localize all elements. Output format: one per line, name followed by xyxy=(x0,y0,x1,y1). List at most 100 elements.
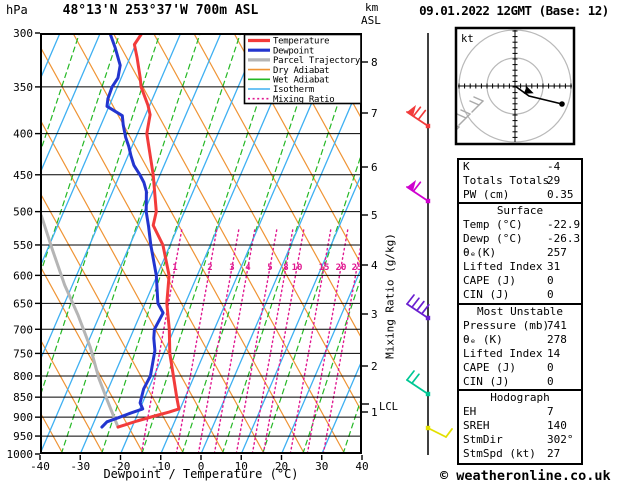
stat-row: PW (cm) 0.35 xyxy=(459,188,581,202)
svg-text:-10: -10 xyxy=(151,460,171,473)
svg-text:2: 2 xyxy=(371,360,378,373)
svg-text:1000: 1000 xyxy=(7,448,34,461)
svg-text:20: 20 xyxy=(275,460,288,473)
stat-row: Lifted Index 14 xyxy=(459,347,581,361)
hodograph-trace xyxy=(514,85,563,105)
svg-text:10: 10 xyxy=(235,460,248,473)
svg-text:600: 600 xyxy=(13,269,33,282)
section-header: Surface xyxy=(496,204,544,217)
footer-credit: © weatheronline.co.uk xyxy=(440,468,611,484)
svg-text:-40: -40 xyxy=(30,460,50,473)
gray-wind-barb-icon xyxy=(456,109,471,126)
stat-label: EH xyxy=(463,405,477,418)
svg-text:900: 900 xyxy=(13,411,33,424)
svg-text:2: 2 xyxy=(207,263,212,273)
hodograph-section: Hodograph EH 7 SREH 140 StmDir 302° StmSpd (kt)… xyxy=(459,389,581,463)
svg-text:800: 800 xyxy=(13,370,33,383)
stat-value: -26.3 xyxy=(547,232,581,245)
stat-value: -22.9 xyxy=(547,218,581,231)
stat-row: CAPE (J) 0 xyxy=(459,274,581,288)
stat-row: Lifted Index 31 xyxy=(459,260,581,274)
stat-label: CAPE (J) xyxy=(463,274,516,287)
pressure-axis: 300 350 400 450 500 550 600 650 700 750 800 850 900 9… xyxy=(7,27,40,461)
x-axis-title: Dewpoint / Temperature (°C) xyxy=(103,467,299,481)
temperature-curve xyxy=(116,33,181,429)
stat-value: 0 xyxy=(547,375,554,388)
svg-text:8: 8 xyxy=(283,263,288,273)
svg-text:0: 0 xyxy=(198,460,205,473)
svg-text:5: 5 xyxy=(267,263,272,273)
legend-label: Isotherm xyxy=(273,85,314,95)
indices-section: K -4 Totals Totals 29 PW (cm) 0.35 xyxy=(459,160,581,202)
stat-row: Dewp (°C) -26.3 xyxy=(459,232,581,246)
stat-row: EH 7 xyxy=(459,405,581,419)
svg-text:6: 6 xyxy=(371,161,378,174)
stat-value: 7 xyxy=(547,405,554,418)
svg-text:7: 7 xyxy=(371,107,378,120)
stat-row: θₑ (K) 278 xyxy=(459,333,581,347)
stat-label: Temp (°C) xyxy=(463,218,523,231)
stat-label: CAPE (J) xyxy=(463,361,516,374)
stat-value: 14 xyxy=(547,347,561,360)
mixing-ratio-labels: 1 2 3 4 5 8 10 15 20 25 xyxy=(172,263,362,273)
parcel-trajectory-curve xyxy=(40,214,120,429)
stats-panel: K -4 Totals Totals 29 PW (cm) 0.35 Surface Tem… xyxy=(457,158,583,465)
svg-text:10: 10 xyxy=(292,263,303,273)
stat-label: Lifted Index xyxy=(463,260,543,273)
datetime-title: 09.01.2022 12GMT (Base: 12) xyxy=(419,3,609,18)
mixing-ratio-axis-label: Mixing Ratio (g/kg) xyxy=(383,233,397,359)
hodograph-border xyxy=(454,26,576,146)
stat-label: SREH xyxy=(463,419,490,432)
stat-label: Lifted Index xyxy=(463,347,543,360)
stat-value: -4 xyxy=(547,160,561,173)
stat-label: K xyxy=(463,160,470,173)
stat-label: Pressure (mb) xyxy=(463,319,550,332)
stat-row: Totals Totals 29 xyxy=(459,174,581,188)
svg-text:500: 500 xyxy=(13,206,33,219)
hodograph-unit-label: kt xyxy=(461,33,474,45)
stat-label: StmDir xyxy=(463,433,503,446)
stat-value: 302° xyxy=(547,433,574,446)
pressure-gridlines xyxy=(40,86,362,437)
surface-section: Surface Temp (°C) -22.9 Dewp (°C) -26.3 θₑ(K)… xyxy=(459,202,581,303)
pressure-unit-label: hPa xyxy=(6,3,28,17)
svg-text:550: 550 xyxy=(13,239,33,252)
most-unstable-section: Most Unstable Pressure (mb) 741 θₑ (K) 278 Li… xyxy=(459,303,581,389)
station-title: 48°13'N 253°37'W 700m ASL xyxy=(62,3,259,18)
stat-row: CIN (J) 0 xyxy=(459,375,581,389)
sounding-curves xyxy=(40,33,181,429)
stat-label: PW (cm) xyxy=(463,188,510,201)
wind-barb-icon xyxy=(406,370,431,397)
svg-text:-30: -30 xyxy=(70,460,90,473)
stat-row: Temp (°C) -22.9 xyxy=(459,218,581,232)
stat-value: 0.35 xyxy=(547,188,574,201)
stat-label: CIN (J) xyxy=(463,375,510,388)
stat-row: θₑ(K) 257 xyxy=(459,246,581,260)
stat-label: θₑ (K) xyxy=(463,333,503,346)
svg-text:700: 700 xyxy=(13,323,33,336)
stat-value: 140 xyxy=(547,419,567,432)
svg-text:25: 25 xyxy=(352,263,363,273)
svg-text:3: 3 xyxy=(229,263,234,273)
svg-text:850: 850 xyxy=(13,391,33,404)
svg-text:400: 400 xyxy=(13,128,33,141)
section-header: Hodograph xyxy=(490,391,550,404)
wind-barb-icon xyxy=(425,425,453,438)
stat-row: K -4 xyxy=(459,160,581,174)
wind-barb-icon xyxy=(406,105,431,129)
wind-barb-icon xyxy=(406,180,431,204)
svg-text:350: 350 xyxy=(13,81,33,94)
stat-label: θₑ(K) xyxy=(463,246,497,259)
svg-text:40: 40 xyxy=(355,460,368,473)
lcl-label: LCL xyxy=(379,401,398,413)
svg-text:650: 650 xyxy=(13,297,33,310)
legend-label: Temperature xyxy=(273,37,329,47)
stat-value: 31 xyxy=(547,260,561,273)
svg-text:20: 20 xyxy=(336,263,347,273)
stat-row: Pressure (mb) 741 xyxy=(459,319,581,333)
gray-wind-barb-icon xyxy=(469,96,484,113)
svg-text:-20: -20 xyxy=(111,460,131,473)
legend-label: Dry Adiabat xyxy=(273,66,329,76)
